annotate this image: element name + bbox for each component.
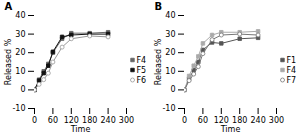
- svg-text:40: 40: [165, 11, 175, 20]
- svg-text:30: 30: [15, 30, 25, 39]
- svg-text:0: 0: [20, 85, 25, 94]
- svg-text:B: B: [155, 1, 163, 12]
- svg-text:A: A: [5, 1, 13, 12]
- svg-text:30: 30: [165, 30, 175, 39]
- svg-text:20: 20: [15, 48, 25, 57]
- svg-text:-10: -10: [162, 104, 175, 113]
- svg-text:F4: F4: [287, 66, 297, 75]
- svg-text:20: 20: [165, 48, 175, 57]
- svg-text:60: 60: [48, 116, 58, 125]
- svg-text:Released %: Released %: [4, 38, 13, 85]
- svg-text:240: 240: [250, 116, 265, 125]
- svg-text:F6: F6: [137, 76, 147, 85]
- svg-text:10: 10: [15, 67, 25, 76]
- svg-text:F4: F4: [137, 56, 147, 65]
- svg-text:0: 0: [182, 116, 187, 125]
- svg-text:F5: F5: [137, 66, 147, 75]
- svg-text:300: 300: [119, 116, 134, 125]
- svg-text:240: 240: [100, 116, 115, 125]
- html-text:120 180: 120 180: [213, 116, 248, 126]
- svg-text:-10: -10: [12, 104, 25, 113]
- svg-text:0: 0: [170, 85, 175, 94]
- svg-text:Time: Time: [70, 125, 91, 134]
- svg-text:F1: F1: [287, 56, 297, 65]
- svg-text:F7: F7: [287, 76, 297, 85]
- svg-text:Time: Time: [220, 125, 241, 134]
- html-text:120 180: 120 180: [63, 116, 98, 126]
- svg-text:Released %: Released %: [154, 38, 163, 85]
- svg-text:300: 300: [269, 116, 284, 125]
- svg-text:60: 60: [198, 116, 208, 125]
- svg-text:40: 40: [15, 11, 25, 20]
- svg-text:10: 10: [165, 67, 175, 76]
- svg-text:0: 0: [32, 116, 37, 125]
